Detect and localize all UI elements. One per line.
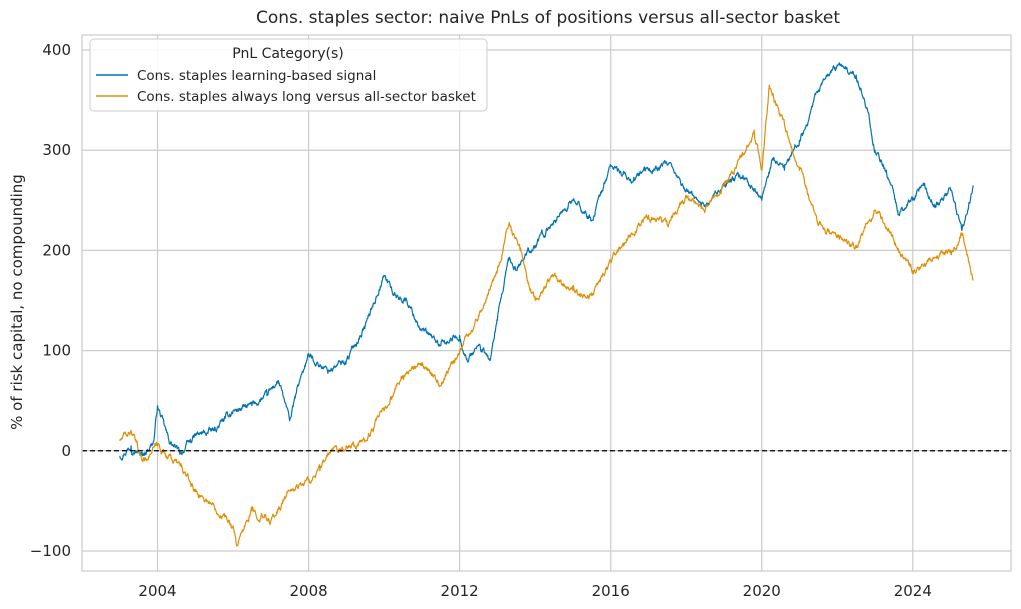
legend-title: PnL Category(s)	[232, 46, 344, 62]
x-tick-label-2020: 2020	[743, 582, 781, 600]
x-tick-label-2012: 2012	[441, 582, 479, 600]
series-line-always-long	[119, 84, 974, 547]
y-tick-label-100: 100	[42, 342, 71, 360]
y-tick-label-300: 300	[42, 141, 71, 159]
legend-box	[89, 38, 488, 112]
x-tick-label-2024: 2024	[894, 582, 932, 600]
plot-frame	[81, 34, 1012, 572]
legend-label-learning-signal: Cons. staples learning-based signal	[137, 68, 376, 84]
legend: PnL Category(s) Cons. staples learning-b…	[89, 38, 488, 112]
y-tick-label-200: 200	[42, 241, 71, 259]
x-tick-label-2016: 2016	[592, 582, 630, 600]
x-tick-label-2004: 2004	[138, 582, 176, 600]
legend-label-always-long: Cons. staples always long versus all-sec…	[137, 89, 476, 105]
y-axis-ticks: −100 0 100 200 300 400	[30, 41, 71, 560]
x-tick-label-2008: 2008	[289, 582, 327, 600]
y-axis-label: % of risk capital, no compounding	[8, 174, 26, 430]
y-tick-label--100: −100	[30, 542, 71, 560]
x-axis-ticks: 2004 2008 2012 2016 2020 2024	[138, 582, 931, 600]
chart-title: Cons. staples sector: naive PnLs of posi…	[256, 8, 840, 28]
y-tick-label-400: 400	[42, 41, 71, 59]
y-tick-label-0: 0	[61, 442, 71, 460]
series-lines	[119, 62, 974, 547]
series-line-learning-signal	[119, 62, 974, 461]
